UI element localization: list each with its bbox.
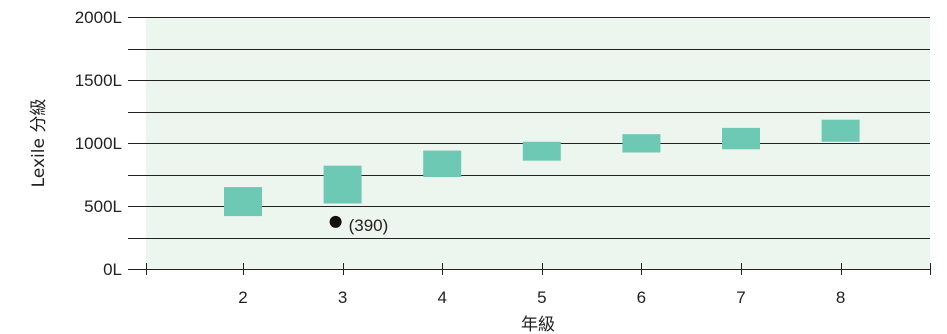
annotation-label: (390) — [349, 216, 389, 235]
label-layer: 0L 500L 1000L 1500L 2000L 2 3 4 5 6 7 8 (390) — [75, 8, 846, 307]
y-tick-label: 1000L — [75, 134, 122, 153]
annotation-marker — [329, 215, 342, 228]
x-tick-label: 2 — [238, 288, 247, 307]
range-bar — [224, 187, 262, 217]
y-tick-label: 500L — [84, 197, 122, 216]
range-bar — [722, 127, 760, 150]
y-tick-label: 0L — [103, 260, 122, 279]
range-bar — [821, 119, 860, 142]
axis-layer — [128, 263, 931, 275]
bar-layer — [224, 119, 860, 217]
range-bar — [522, 141, 561, 161]
y-axis-title: Lexile 分級 — [29, 99, 49, 188]
y-tick-label: 2000L — [75, 8, 122, 27]
x-axis-title: 年級 — [521, 315, 555, 334]
x-tick-label: 3 — [338, 288, 347, 307]
range-bar — [423, 150, 462, 178]
range-bar — [323, 165, 362, 204]
x-tick-label: 8 — [836, 288, 845, 307]
x-tick-label: 4 — [437, 288, 446, 307]
x-tick-label: 6 — [637, 288, 646, 307]
x-tick-label: 7 — [736, 288, 745, 307]
y-tick-label: 1500L — [75, 71, 122, 90]
range-bar — [622, 134, 661, 153]
x-tick-label: 5 — [537, 288, 546, 307]
